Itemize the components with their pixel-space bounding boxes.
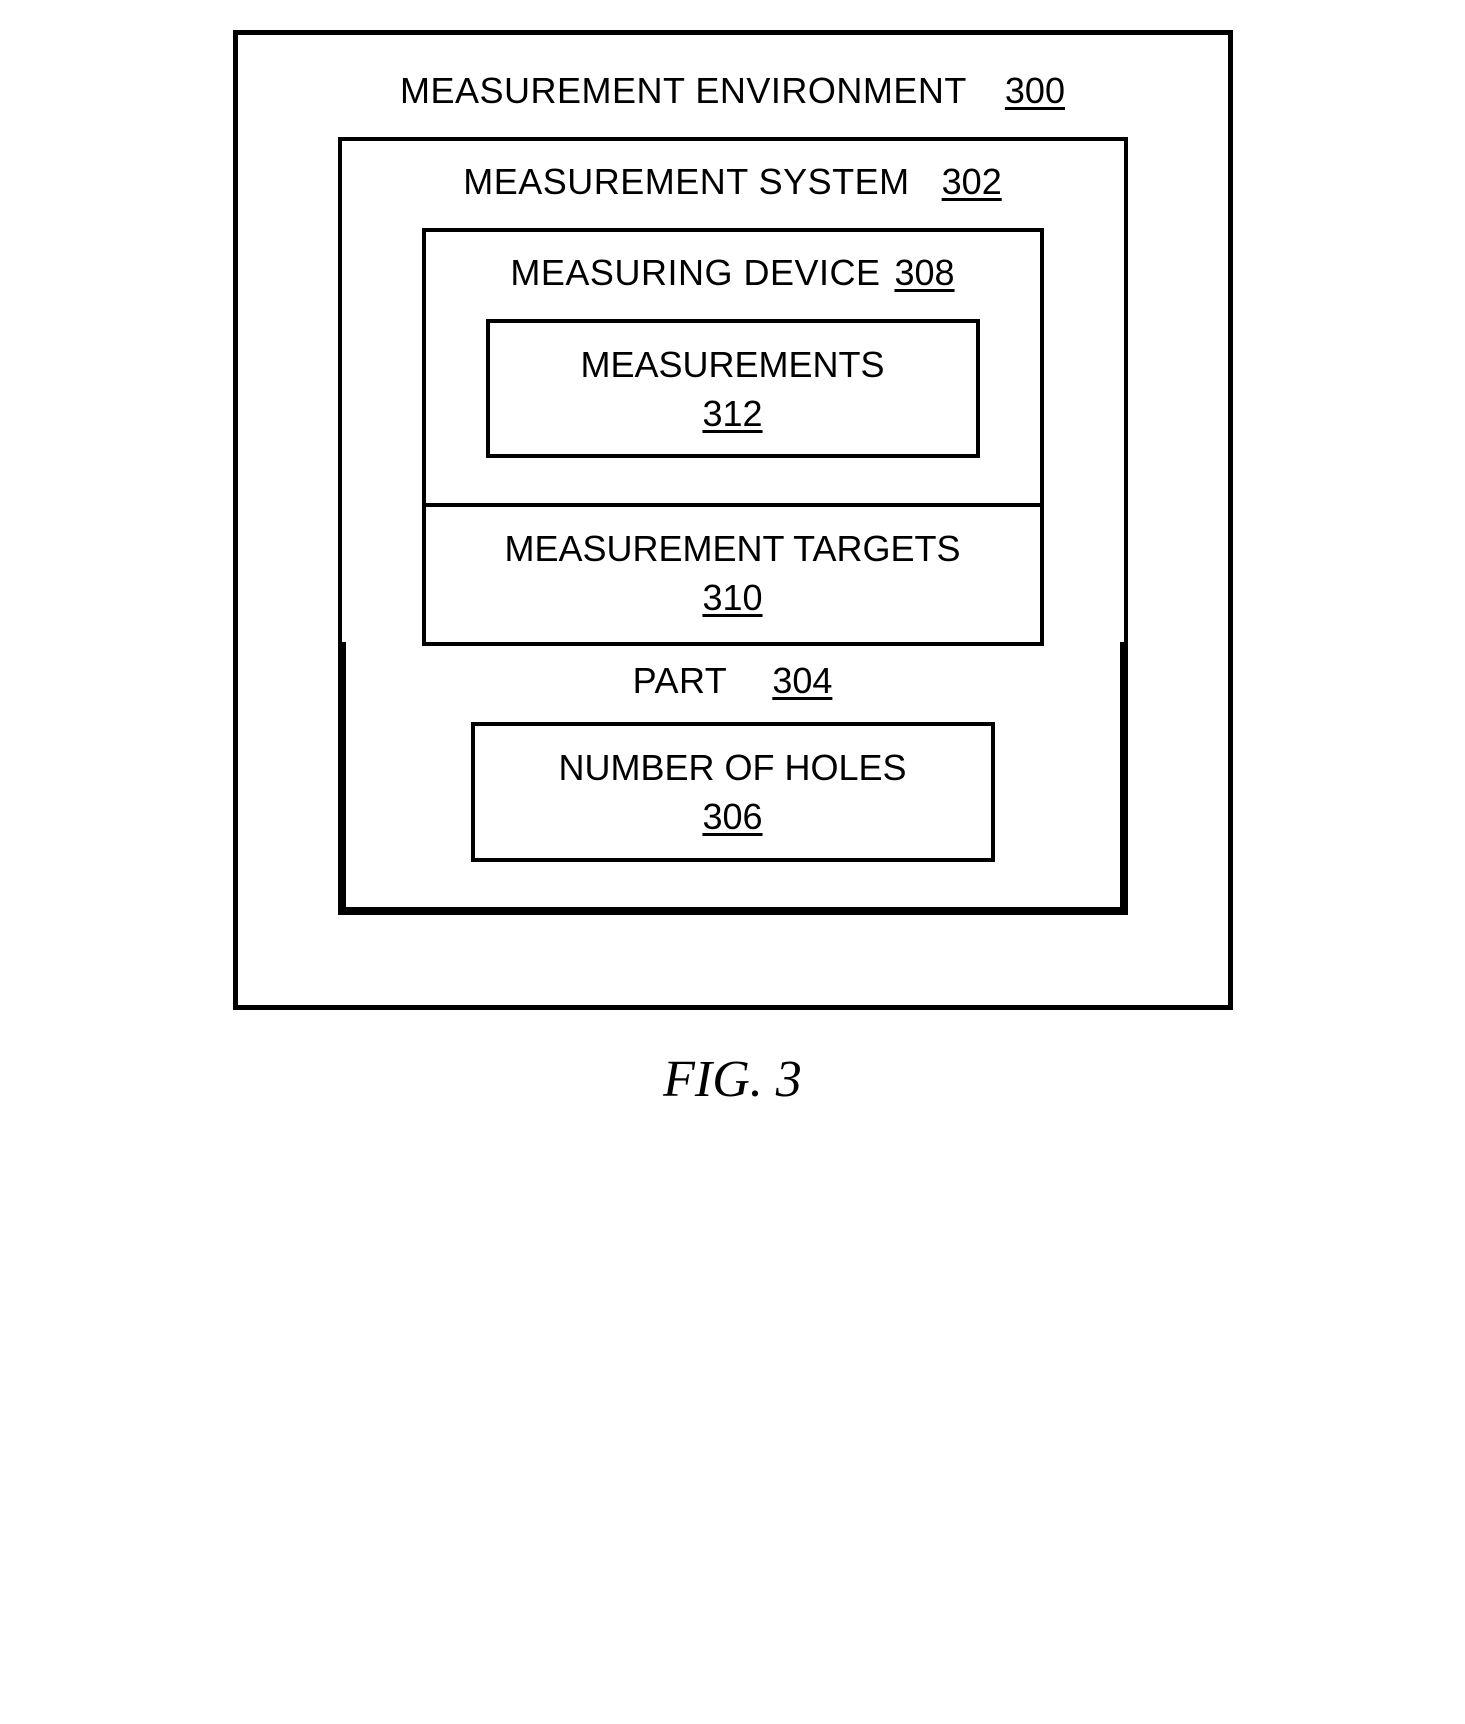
- environment-title: MEASUREMENT ENVIRONMENT: [400, 70, 967, 112]
- system-title: MEASUREMENT SYSTEM: [463, 161, 909, 203]
- targets-box: MEASUREMENT TARGETS 310: [426, 503, 1040, 642]
- part-ref: 304: [772, 660, 832, 702]
- measurements-box: MEASUREMENTS 312: [486, 319, 980, 458]
- device-ref: 308: [894, 252, 954, 294]
- system-header: MEASUREMENT SYSTEM 302: [342, 161, 1124, 203]
- device-header: MEASURING DEVICE 308: [426, 252, 1040, 294]
- targets-ref: 310: [702, 574, 762, 623]
- holes-box: NUMBER OF HOLES 306: [471, 722, 995, 861]
- part-title: PART: [633, 660, 728, 702]
- system-ref: 302: [942, 161, 1002, 203]
- device-title: MEASURING DEVICE: [510, 252, 880, 294]
- holes-title: NUMBER OF HOLES: [475, 744, 991, 793]
- device-targets-container: MEASURING DEVICE 308 MEASUREMENTS 312 ME…: [422, 228, 1044, 646]
- part-box: PART 304 NUMBER OF HOLES 306: [342, 642, 1124, 910]
- holes-ref: 306: [702, 793, 762, 842]
- environment-ref: 300: [1005, 70, 1065, 112]
- environment-box: MEASUREMENT ENVIRONMENT 300 MEASUREMENT …: [233, 30, 1233, 1010]
- figure-caption: FIG. 3: [663, 1050, 802, 1109]
- targets-title: MEASUREMENT TARGETS: [426, 525, 1040, 574]
- part-header: PART 304: [346, 642, 1120, 722]
- measurements-ref: 312: [702, 390, 762, 439]
- system-box: MEASUREMENT SYSTEM 302 MEASURING DEVICE …: [338, 137, 1128, 915]
- measurements-title: MEASUREMENTS: [490, 341, 976, 390]
- device-box: MEASURING DEVICE 308 MEASUREMENTS 312: [426, 232, 1040, 458]
- environment-header: MEASUREMENT ENVIRONMENT 300: [298, 70, 1168, 112]
